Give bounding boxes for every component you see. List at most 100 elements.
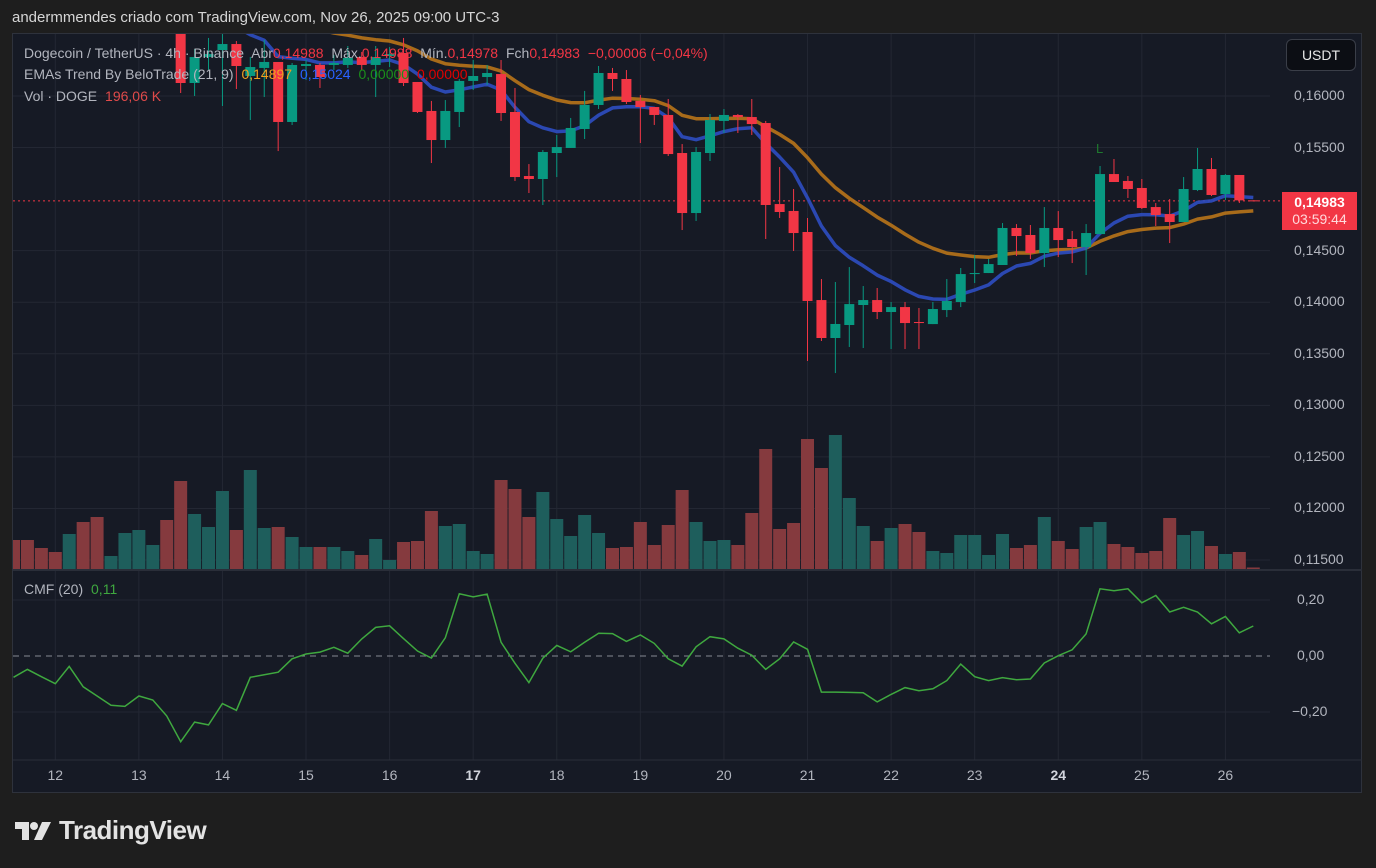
volume-bar — [814, 468, 828, 569]
volume-bar — [1107, 544, 1121, 569]
candle-body — [913, 322, 924, 324]
volume-bar — [870, 541, 884, 569]
time-tick-label: 12 — [47, 767, 64, 783]
volume-bar — [605, 548, 619, 569]
cmf-tick-label: −0,20 — [1292, 703, 1328, 719]
candle-body — [1234, 174, 1245, 201]
symbol-name: Dogecoin / TetherUS · 4h · Binance — [24, 45, 244, 61]
candle-body — [273, 61, 284, 122]
candle-body — [760, 123, 771, 205]
volume-bar — [313, 547, 327, 569]
candle-body — [537, 151, 548, 180]
volume-bar — [522, 517, 536, 569]
volume-bar — [619, 547, 633, 569]
candle-body — [732, 114, 743, 118]
time-tick-label: 25 — [1134, 767, 1150, 783]
candle-body — [1220, 174, 1231, 195]
symbol-legend[interactable]: Dogecoin / TetherUS · 4h · Binance Abr0,… — [24, 45, 712, 61]
ema-fast-line — [245, 34, 1254, 302]
chart-caption: andermmendes criado com TradingView.com,… — [12, 9, 500, 26]
candle-body — [1039, 227, 1050, 254]
candle-body — [607, 73, 618, 79]
volume-bar — [1204, 546, 1218, 569]
volume-bar — [76, 522, 90, 569]
volume-bar — [438, 526, 452, 569]
time-tick-label: 16 — [381, 767, 398, 783]
candle-body — [370, 57, 381, 65]
ema-indicator-name: EMAs Trend By BeloTrade (21, 9) — [24, 66, 234, 82]
open-label: Abr — [251, 45, 273, 61]
candle-body — [788, 210, 799, 234]
volume-bar — [285, 537, 299, 569]
time-tick-label: 19 — [632, 767, 649, 783]
grid-lines — [13, 34, 1362, 761]
volume-bar — [1093, 522, 1107, 569]
volume-name: Vol · DOGE — [24, 88, 98, 104]
volume-bars — [13, 435, 1260, 569]
candle-body — [342, 57, 353, 65]
tradingview-logo[interactable]: TradingView — [15, 815, 207, 846]
volume-bar — [1191, 531, 1205, 569]
candle-body — [189, 57, 200, 84]
candle-body — [691, 151, 702, 214]
volume-bar — [160, 520, 174, 569]
candle-body — [858, 300, 869, 306]
price-tick-label: 0,13000 — [1294, 396, 1345, 413]
volume-bar — [132, 530, 146, 569]
price-tick-label: 0,12000 — [1294, 499, 1345, 516]
cmf-tick-label: 0,00 — [1297, 647, 1325, 663]
time-tick-label: 14 — [214, 767, 231, 783]
volume-bar — [202, 527, 216, 569]
cmf-legend[interactable]: CMF (20) 0,11 — [24, 581, 121, 597]
candle-body — [1136, 187, 1147, 208]
volume-bar — [13, 540, 20, 569]
volume-bar — [48, 552, 62, 569]
ema-slow-value: 0,14897 — [241, 66, 293, 82]
volume-bar — [675, 490, 689, 569]
time-tick-label: 13 — [131, 767, 147, 783]
volume-bar — [466, 551, 480, 569]
candle-body — [872, 300, 883, 313]
candle-body — [259, 61, 270, 68]
volume-value: 196,06 K — [105, 88, 162, 104]
price-tick-label: 0,13500 — [1294, 344, 1345, 361]
candle-body — [886, 307, 897, 313]
candle-body — [844, 304, 855, 326]
candle-body — [1095, 174, 1106, 235]
volume-bar — [968, 535, 982, 569]
price-tick-label: 0,14000 — [1294, 293, 1345, 310]
ema-fast-value: 0,15024 — [299, 66, 351, 82]
volume-bar — [34, 548, 48, 569]
candle-body — [969, 273, 980, 275]
currency-button[interactable]: USDT — [1286, 39, 1356, 71]
candle-body — [523, 176, 534, 180]
volume-bar — [1232, 552, 1246, 569]
volume-bar — [1177, 535, 1191, 569]
volume-bar — [842, 498, 856, 569]
low-label: Mín. — [420, 45, 448, 61]
candle-body — [287, 64, 298, 122]
open-value: 0,14988 — [272, 45, 324, 61]
candle-body — [231, 44, 242, 66]
volume-bar — [174, 481, 188, 569]
candle-body — [412, 81, 423, 112]
time-tick-label: 26 — [1217, 767, 1234, 783]
volume-bar — [773, 529, 787, 569]
candle-body — [1178, 189, 1189, 223]
candle-body — [955, 274, 966, 303]
ema-legend[interactable]: EMAs Trend By BeloTrade (21, 9) 0,14897 … — [24, 66, 472, 82]
candle-body — [774, 204, 785, 212]
candle-body — [509, 111, 520, 178]
volume-bar — [787, 523, 801, 569]
candle-body — [941, 300, 952, 311]
volume-bar — [717, 540, 731, 569]
chart-frame[interactable] — [12, 33, 1362, 793]
time-tick-label: 18 — [548, 767, 565, 783]
volume-legend[interactable]: Vol · DOGE 196,06 K — [24, 88, 165, 104]
volume-bar — [271, 527, 285, 569]
candle-body — [997, 227, 1008, 265]
time-tick-label: 24 — [1050, 767, 1067, 783]
time-tick-label: 17 — [465, 767, 481, 783]
volume-bar — [452, 524, 466, 569]
